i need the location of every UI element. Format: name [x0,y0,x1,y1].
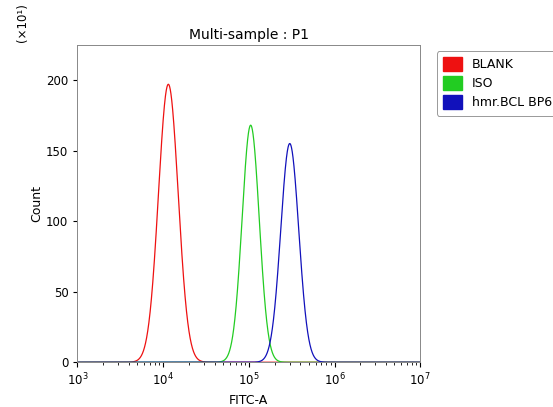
Text: (×10¹): (×10¹) [16,3,29,42]
X-axis label: FITC-A: FITC-A [229,394,268,407]
Y-axis label: Count: Count [30,185,43,222]
Title: Multi-sample : P1: Multi-sample : P1 [189,28,309,42]
Legend: BLANK, ISO, hmr.BCL BP63: BLANK, ISO, hmr.BCL BP63 [437,51,553,116]
